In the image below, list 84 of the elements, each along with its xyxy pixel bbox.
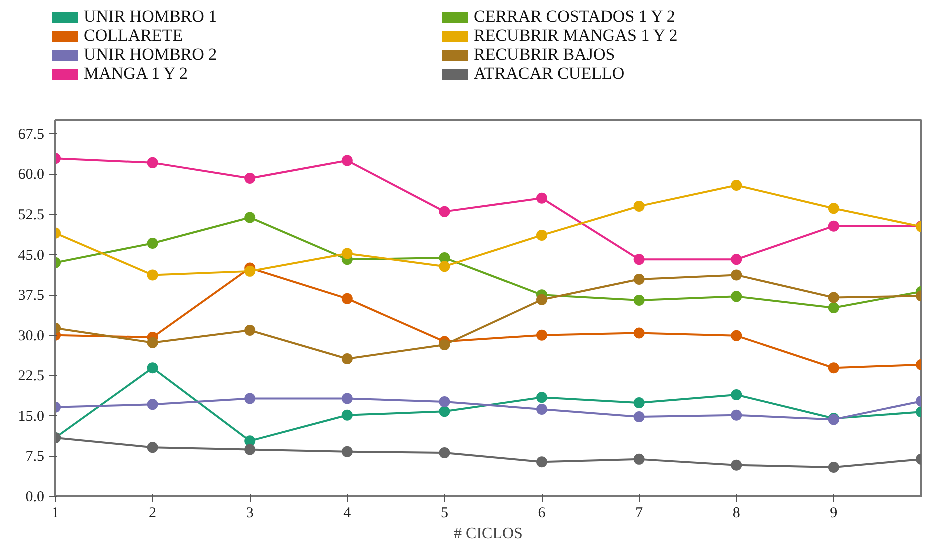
point <box>731 270 742 281</box>
point <box>536 192 548 204</box>
y-tick-label: 52.5 <box>18 208 44 224</box>
point <box>147 399 158 410</box>
point <box>634 200 645 212</box>
y-tick-label: 0.0 <box>26 490 44 506</box>
legend-item: RECUBRIR BAJOS <box>442 46 832 65</box>
point <box>439 406 450 418</box>
point <box>342 393 353 404</box>
point <box>244 173 256 184</box>
point <box>731 254 742 266</box>
point <box>244 436 256 447</box>
point <box>147 442 158 454</box>
legend-item: UNIR HOMBRO 1 <box>52 8 442 27</box>
point <box>731 330 742 342</box>
point <box>439 340 450 351</box>
point <box>439 261 450 272</box>
point <box>731 291 742 302</box>
point <box>342 354 353 364</box>
y-tick-label: 7.5 <box>26 449 44 466</box>
x-tick-label: 5 <box>440 506 448 522</box>
point <box>536 230 548 241</box>
y-tick-label: 22.5 <box>18 368 44 385</box>
x-tick-label: 7 <box>636 506 644 522</box>
legend-item: CERRAR COSTADOS 1 Y 2 <box>442 8 832 27</box>
point <box>634 454 645 465</box>
y-tick-label: 67.5 <box>18 126 44 143</box>
point <box>244 393 256 404</box>
legend-item: RECUBRIR MANGAS 1 Y 2 <box>442 27 832 46</box>
point <box>536 456 548 468</box>
point <box>828 302 840 314</box>
legend-item: UNIR HOMBRO 2 <box>52 46 442 65</box>
point <box>536 392 548 404</box>
point <box>731 410 742 421</box>
point <box>634 254 645 266</box>
point <box>536 404 548 415</box>
point <box>634 328 645 339</box>
point <box>731 460 742 471</box>
point <box>342 446 353 458</box>
point <box>147 337 158 348</box>
point <box>147 362 158 374</box>
point <box>828 362 840 374</box>
point <box>731 180 742 191</box>
y-tick-label: 37.5 <box>18 288 44 304</box>
point <box>147 157 158 168</box>
point <box>536 294 548 306</box>
point <box>342 410 353 421</box>
point <box>147 270 158 281</box>
point <box>244 266 256 277</box>
point <box>147 238 158 249</box>
point <box>828 292 840 304</box>
y-tick-label: 15.0 <box>18 408 44 425</box>
point <box>439 396 450 408</box>
x-tick-label: 4 <box>344 506 352 522</box>
point <box>536 330 548 341</box>
point <box>342 155 353 166</box>
point <box>439 206 450 218</box>
point <box>342 293 353 304</box>
point <box>634 274 645 285</box>
x-tick-label: 1 <box>52 506 60 522</box>
point <box>731 389 742 400</box>
y-tick-label: 60.0 <box>18 167 44 184</box>
x-tick-label: 8 <box>732 506 740 522</box>
point <box>342 248 353 260</box>
point <box>244 325 256 336</box>
legend-item: MANGA 1 Y 2 <box>52 65 442 84</box>
point <box>244 444 256 456</box>
x-axis-title: # CICLOS <box>454 526 523 542</box>
x-tick-label: 9 <box>830 506 838 522</box>
point <box>634 294 645 306</box>
point <box>439 448 450 458</box>
point <box>634 398 645 409</box>
legend-item: ATRACAR CUELLO <box>442 65 832 84</box>
x-tick-label: 3 <box>246 506 254 522</box>
point <box>828 203 840 214</box>
point <box>634 412 645 422</box>
x-tick-label: 6 <box>538 506 546 522</box>
point <box>828 462 840 473</box>
x-tick-label: 2 <box>149 506 157 522</box>
y-tick-label: 45.0 <box>18 248 44 264</box>
point <box>828 220 840 232</box>
y-tick-label: 30.0 <box>18 328 44 344</box>
legend-item: COLLARETE <box>52 27 442 46</box>
point <box>244 212 256 224</box>
